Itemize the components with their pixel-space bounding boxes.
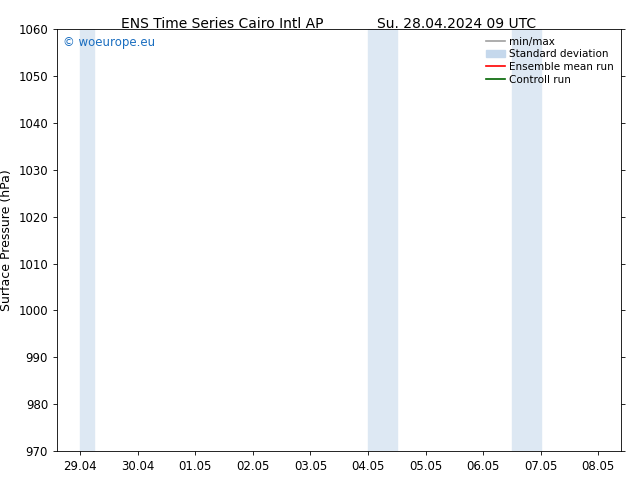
Text: Su. 28.04.2024 09 UTC: Su. 28.04.2024 09 UTC <box>377 17 536 31</box>
Bar <box>512 29 541 451</box>
Text: ENS Time Series Cairo Intl AP: ENS Time Series Cairo Intl AP <box>120 17 323 31</box>
Bar <box>80 29 94 451</box>
Bar <box>368 29 397 451</box>
Text: © woeurope.eu: © woeurope.eu <box>63 36 155 49</box>
Legend: min/max, Standard deviation, Ensemble mean run, Controll run: min/max, Standard deviation, Ensemble me… <box>484 35 616 87</box>
Y-axis label: Surface Pressure (hPa): Surface Pressure (hPa) <box>0 169 13 311</box>
